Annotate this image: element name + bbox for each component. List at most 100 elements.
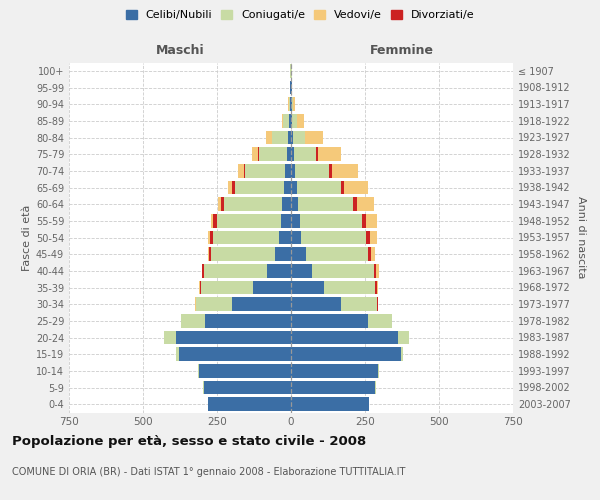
Bar [289, 114, 291, 128]
Bar [252, 148, 258, 161]
Bar [291, 180, 297, 194]
Bar [298, 198, 353, 211]
Bar [323, 280, 376, 294]
Bar [279, 230, 291, 244]
Text: Maschi: Maschi [155, 44, 205, 58]
Bar [291, 264, 312, 278]
Bar [221, 198, 224, 211]
Bar [218, 198, 221, 211]
Bar [209, 230, 212, 244]
Bar [289, 130, 291, 144]
Bar [398, 330, 409, 344]
Text: Femmine: Femmine [370, 44, 434, 58]
Bar [290, 98, 291, 111]
Bar [211, 214, 214, 228]
Bar [401, 348, 403, 361]
Bar [377, 280, 378, 294]
Bar [291, 364, 379, 378]
Bar [312, 264, 374, 278]
Bar [199, 364, 291, 378]
Bar [281, 214, 291, 228]
Bar [266, 130, 272, 144]
Bar [341, 298, 377, 311]
Bar [291, 398, 370, 411]
Bar [176, 330, 291, 344]
Text: COMUNE DI ORIA (BR) - Dati ISTAT 1° gennaio 2008 - Elaborazione TUTTITALIA.IT: COMUNE DI ORIA (BR) - Dati ISTAT 1° genn… [12, 467, 406, 477]
Bar [272, 130, 289, 144]
Bar [305, 130, 323, 144]
Bar [293, 130, 305, 144]
Bar [209, 248, 211, 261]
Bar [228, 180, 232, 194]
Bar [291, 198, 298, 211]
Bar [283, 114, 289, 128]
Bar [376, 280, 377, 294]
Bar [316, 148, 317, 161]
Bar [300, 214, 362, 228]
Bar [357, 198, 374, 211]
Bar [287, 148, 291, 161]
Bar [291, 314, 368, 328]
Bar [368, 248, 371, 261]
Bar [291, 280, 323, 294]
Bar [371, 248, 376, 261]
Bar [377, 298, 378, 311]
Bar [291, 230, 301, 244]
Bar [329, 164, 332, 177]
Bar [259, 148, 287, 161]
Bar [291, 98, 292, 111]
Bar [285, 164, 291, 177]
Y-axis label: Fasce di età: Fasce di età [22, 204, 32, 270]
Bar [258, 148, 259, 161]
Bar [291, 164, 295, 177]
Bar [232, 180, 235, 194]
Bar [291, 248, 306, 261]
Bar [353, 198, 357, 211]
Bar [297, 114, 304, 128]
Bar [212, 230, 279, 244]
Bar [214, 214, 217, 228]
Bar [275, 248, 291, 261]
Bar [281, 114, 283, 128]
Bar [295, 164, 329, 177]
Bar [282, 198, 291, 211]
Legend: Celibi/Nubili, Coniugati/e, Vedovi/e, Divorziati/e: Celibi/Nubili, Coniugati/e, Vedovi/e, Di… [121, 6, 479, 25]
Bar [202, 264, 203, 278]
Bar [344, 180, 368, 194]
Bar [301, 230, 367, 244]
Bar [179, 348, 291, 361]
Bar [341, 180, 344, 194]
Bar [291, 380, 376, 394]
Text: Popolazione per età, sesso e stato civile - 2008: Popolazione per età, sesso e stato civil… [12, 435, 366, 448]
Bar [332, 164, 358, 177]
Bar [291, 330, 398, 344]
Bar [291, 114, 292, 128]
Bar [235, 180, 284, 194]
Bar [317, 148, 341, 161]
Bar [208, 248, 209, 261]
Bar [293, 98, 295, 111]
Bar [291, 298, 341, 311]
Bar [208, 398, 291, 411]
Bar [268, 264, 291, 278]
Bar [203, 380, 291, 394]
Bar [196, 298, 232, 311]
Bar [368, 314, 392, 328]
Bar [374, 264, 376, 278]
Bar [205, 314, 291, 328]
Bar [306, 248, 368, 261]
Bar [238, 164, 244, 177]
Bar [245, 164, 285, 177]
Bar [292, 114, 297, 128]
Bar [164, 330, 176, 344]
Bar [211, 248, 275, 261]
Bar [217, 214, 281, 228]
Bar [291, 348, 401, 361]
Bar [181, 314, 205, 328]
Bar [297, 180, 341, 194]
Bar [201, 280, 253, 294]
Bar [208, 230, 209, 244]
Bar [294, 148, 316, 161]
Bar [224, 198, 282, 211]
Bar [365, 214, 377, 228]
